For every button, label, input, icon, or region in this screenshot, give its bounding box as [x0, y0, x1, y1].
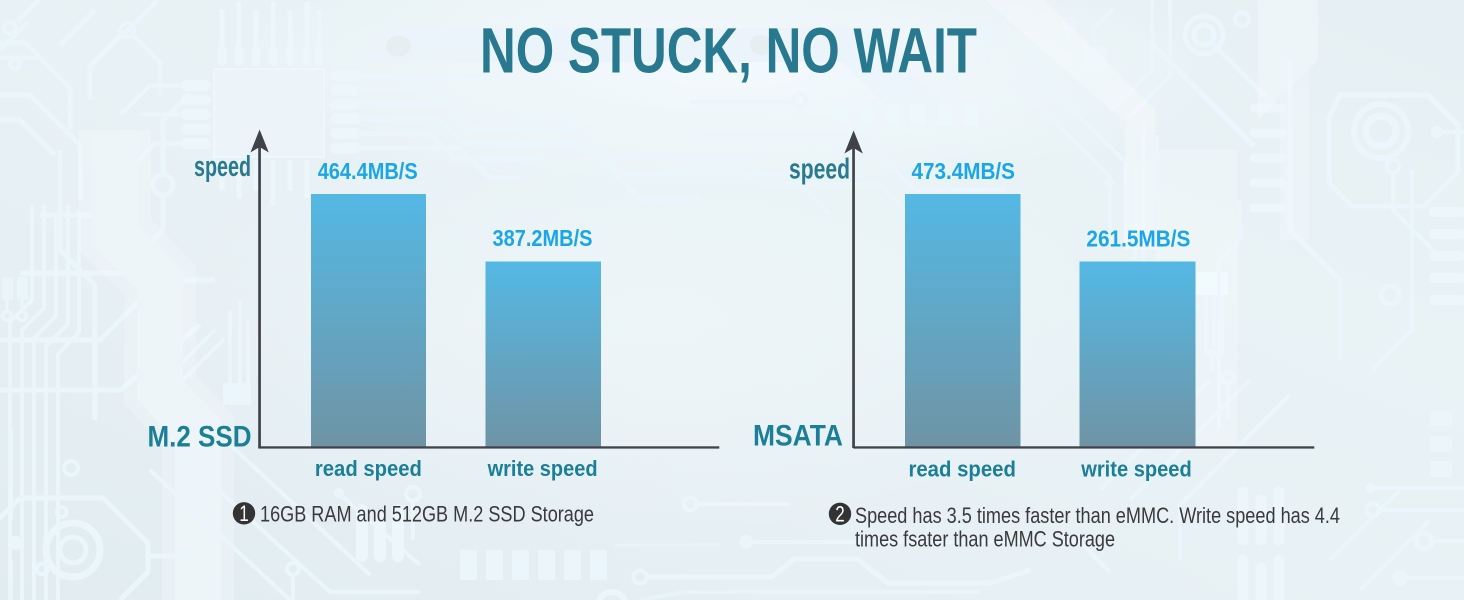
svg-text:NO STUCK, NO WAIT: NO STUCK, NO WAIT	[480, 15, 977, 87]
svg-text:Speed has 3.5 times faster tha: Speed has 3.5 times faster than eMMC. Wr…	[855, 503, 1340, 528]
svg-text:261.5MB/S: 261.5MB/S	[1086, 226, 1190, 252]
svg-text:16GB RAM and 512GB M.2 SSD Sto: 16GB RAM and 512GB M.2 SSD Storage	[260, 502, 594, 527]
svg-text:1: 1	[239, 501, 249, 526]
svg-text:473.4MB/S: 473.4MB/S	[911, 158, 1015, 184]
svg-text:speed: speed	[194, 151, 251, 183]
svg-text:times fsater than eMMC Storage: times fsater than eMMC Storage	[855, 526, 1115, 551]
svg-text:write speed: write speed	[1080, 457, 1191, 482]
svg-text:387.2MB/S: 387.2MB/S	[493, 225, 593, 251]
svg-text:2: 2	[835, 501, 845, 526]
svg-text:M.2 SSD: M.2 SSD	[148, 420, 252, 453]
svg-text:MSATA: MSATA	[753, 420, 843, 453]
svg-text:464.4MB/S: 464.4MB/S	[318, 158, 418, 184]
svg-text:read speed: read speed	[908, 457, 1016, 482]
svg-text:read speed: read speed	[315, 456, 422, 481]
svg-text:write speed: write speed	[487, 456, 598, 481]
svg-text:speed: speed	[789, 153, 850, 185]
